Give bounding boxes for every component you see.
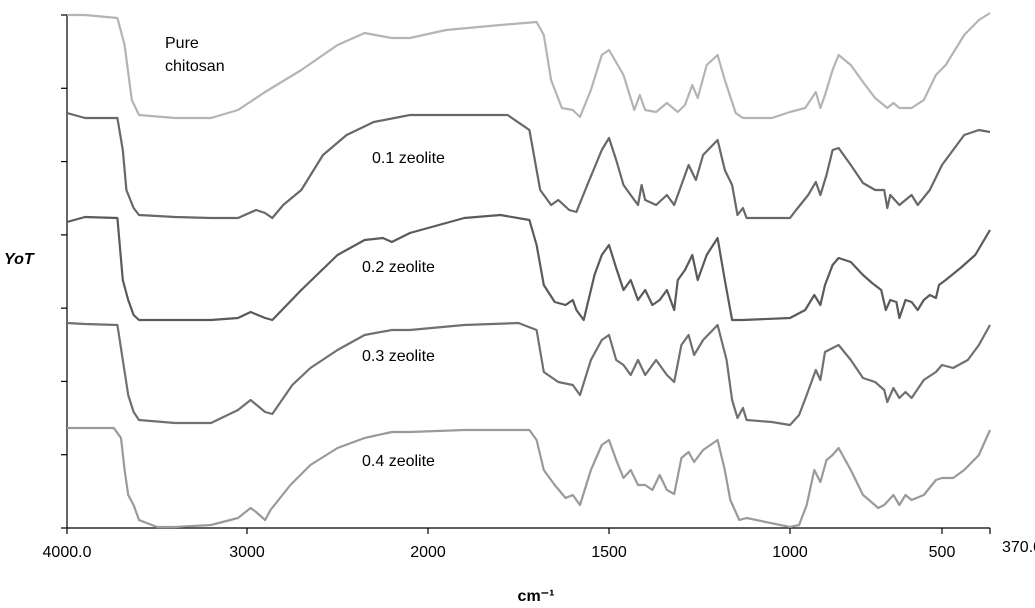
axes — [67, 15, 990, 528]
x-tick-label: 1500 — [591, 544, 627, 561]
annotation-layer: Pure chitosan 0.1 zeolite 0.2 zeolite 0.3 ze… — [165, 35, 445, 470]
x-tick-label: 3000 — [229, 544, 265, 561]
series-layer — [67, 13, 990, 527]
series-annotation: 0.3 zeolite — [362, 348, 435, 365]
x-tick-label: 4000.0 — [43, 544, 92, 561]
x-tick-label: 2000 — [410, 544, 446, 561]
series-annotation: Pure chitosan — [165, 35, 225, 75]
x-tick-label: 370.0 — [1002, 539, 1035, 556]
x-axis-title: cm⁻¹ — [518, 588, 555, 605]
series-line-5 — [67, 428, 990, 527]
series-line-3 — [67, 215, 990, 320]
series-annotation: 0.2 zeolite — [362, 259, 435, 276]
series-annotation: 0.1 zeolite — [372, 150, 445, 167]
series-line-2 — [67, 113, 990, 218]
y-axis-title: YoT — [4, 251, 35, 268]
x-tick-label: 500 — [929, 544, 956, 561]
series-annotation: 0.4 zeolite — [362, 453, 435, 470]
x-ticks: 4000.0 3000 2000 1500 1000 500 370.0 — [43, 528, 1035, 561]
x-tick-label: 1000 — [772, 544, 808, 561]
series-line-4 — [67, 323, 990, 425]
y-ticks — [61, 15, 67, 528]
